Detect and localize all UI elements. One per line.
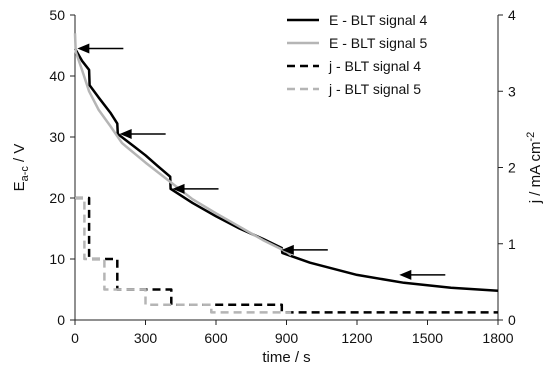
annotation-arrow-head (119, 128, 132, 139)
series-line-e-blt-signal-5 (73, 33, 292, 257)
y-left-tick-label: 20 (49, 190, 65, 206)
series-line-j-blt-signal-5 (75, 196, 292, 314)
y-left-tick-label: 0 (57, 312, 65, 328)
y-right-tick-label: 2 (508, 160, 516, 176)
annotation-arrow-head (77, 43, 90, 54)
x-tick-label: 900 (275, 330, 299, 346)
axes: 0 300 600 900 1200 1500 1800 0 10 20 30 40 50 0 1 2 3 4 (49, 7, 516, 346)
series-line-e-blt-signal-4 (73, 47, 499, 292)
legend-label: j - BLT signal 4 (328, 58, 421, 74)
y-axis-left-title: Ea-c / V (11, 144, 31, 192)
x-tick-label: 1200 (341, 330, 372, 346)
annotation-arrow-head (172, 183, 185, 194)
y-right-tick-label: 4 (508, 7, 516, 23)
annotation-arrows (77, 43, 446, 280)
y-right-tick-label: 1 (508, 236, 516, 252)
y-right-title-main: j / mA cm (527, 142, 544, 205)
y-left-tick-label: 30 (49, 129, 65, 145)
y-left-title-unit: / V (11, 144, 28, 167)
series-layer (73, 33, 499, 314)
y-axis-right-title: j / mA cm-2 (525, 132, 544, 204)
y-left-tick-label: 50 (49, 7, 65, 23)
legend-label: j - BLT signal 5 (328, 81, 421, 97)
annotation-arrow-head (281, 244, 294, 255)
legend: E - BLT signal 4 E - BLT signal 5 j - BLT … (287, 12, 428, 97)
annotation-arrow-head (399, 269, 412, 280)
y-right-tick-label: 3 (508, 83, 516, 99)
y-right-tick-label: 0 (508, 312, 516, 328)
y-left-tick-label: 40 (49, 68, 65, 84)
x-tick-label: 0 (71, 330, 79, 346)
x-tick-label: 300 (134, 330, 158, 346)
axis-titles: time / s Ea-c / V j / mA cm-2 (11, 132, 544, 366)
x-tick-label: 1500 (412, 330, 443, 346)
legend-label: E - BLT signal 4 (329, 12, 428, 28)
y-left-tick-label: 10 (49, 251, 65, 267)
y-left-title-sub: a-c (19, 166, 31, 182)
x-axis-title: time / s (262, 349, 310, 366)
y-right-title-sup: -2 (525, 132, 537, 142)
y-left-title-main: E (11, 181, 28, 191)
legend-label: E - BLT signal 5 (329, 35, 428, 51)
x-tick-label: 1800 (482, 330, 513, 346)
x-tick-label: 600 (204, 330, 228, 346)
